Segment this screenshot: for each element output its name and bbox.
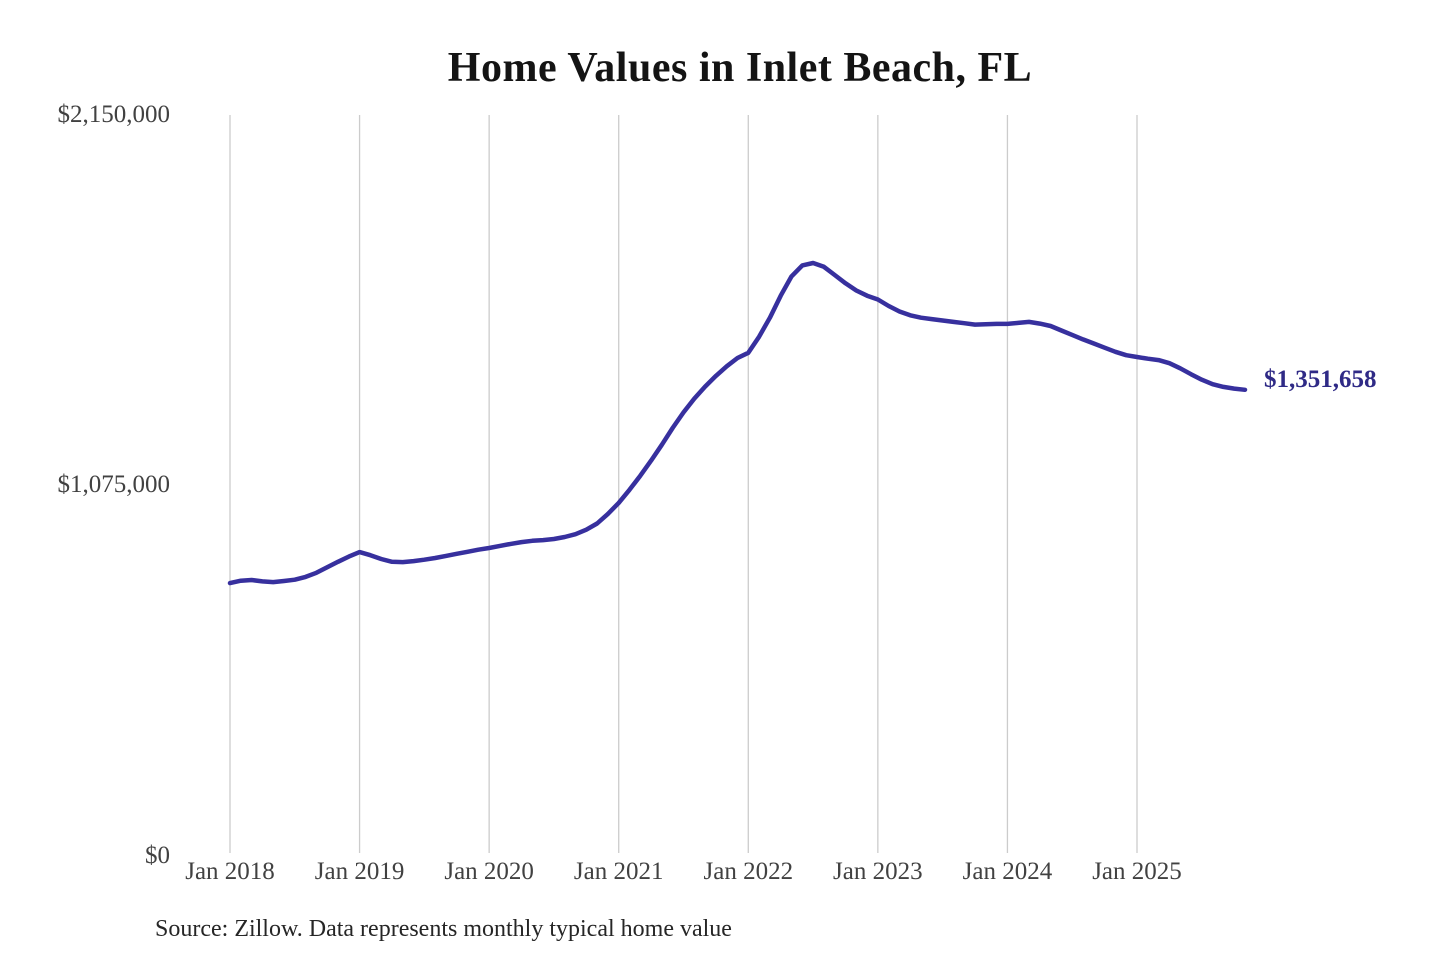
x-axis-tick-label: Jan 2021 (573, 858, 664, 885)
y-axis-tick-label-middle: $1,075,000 (57, 471, 171, 498)
latest-value-label: $1,351,658 (1264, 366, 1377, 393)
x-axis-tick-label: Jan 2019 (314, 858, 405, 885)
price-line (227, 260, 1248, 586)
x-axis-tick-label: Jan 2020 (444, 858, 534, 885)
x-axis-tick-label: Jan 2022 (703, 858, 794, 885)
x-axis-tick-label: Jan 2025 (1092, 858, 1182, 885)
x-axis-tick-label: Jan 2024 (962, 858, 1053, 885)
y-axis-tick-label-top: $2,150,000 (57, 101, 171, 128)
x-axis-tick-label: Jan 2018 (185, 858, 275, 885)
chart-title: Home Values in Inlet Beach, FL (447, 45, 1033, 91)
y-axis-tick-label-zero: $0 (145, 842, 170, 869)
x-axis-tick-label: Jan 2023 (833, 858, 923, 885)
source-note: Source: Zillow. Data represents monthly … (155, 916, 732, 942)
